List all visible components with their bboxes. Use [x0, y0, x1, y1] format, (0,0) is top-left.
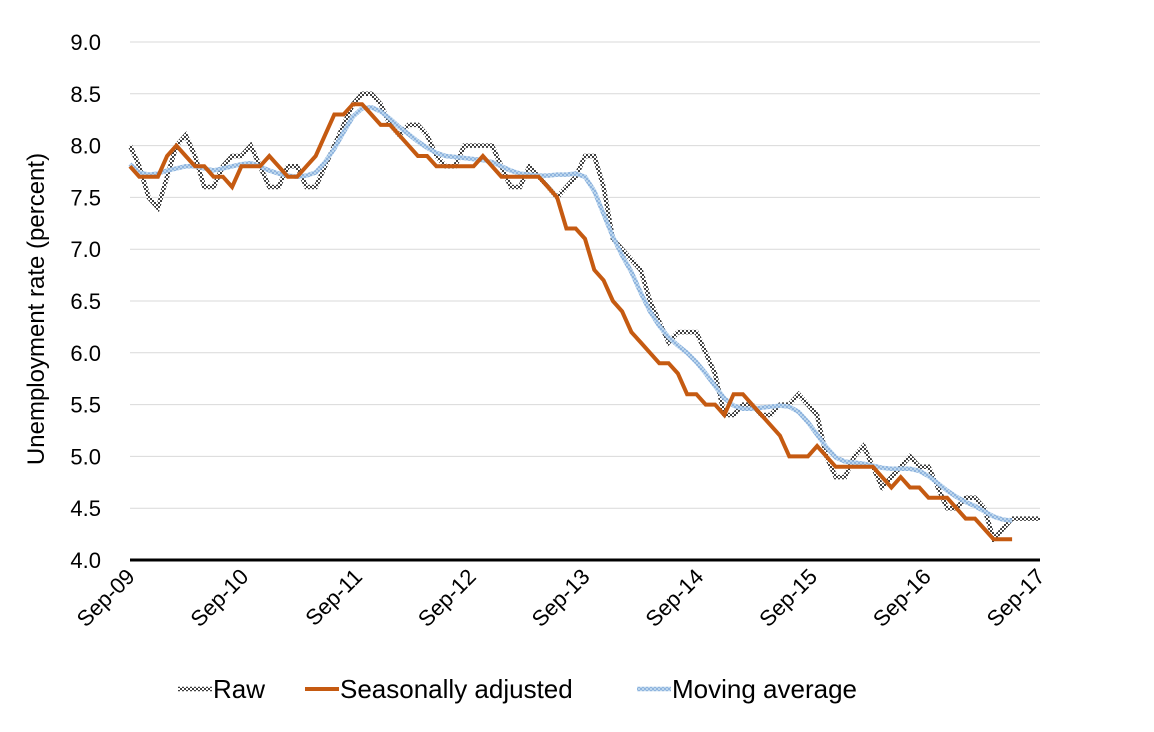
x-tick-label: Sep-10: [185, 564, 253, 632]
legend-label-moving-average: Moving average: [672, 674, 857, 704]
y-axis-title: Unemployment rate (percent): [23, 153, 50, 465]
moving-average-series-line: [128, 104, 1013, 523]
x-tick-label: Sep-09: [72, 564, 140, 632]
y-tick-label: 6.5: [70, 289, 101, 314]
y-tick-label: 7.5: [70, 185, 101, 210]
y-tick-label: 6.0: [70, 341, 101, 366]
y-axis-tick-labels: 4.0 4.5 5.0 5.5 6.0 6.5 7.0 7.5 8.0 8.5 9.0: [70, 30, 101, 573]
legend-label-seasonally-adjusted: Seasonally adjusted: [340, 674, 573, 704]
seasonally-adjusted-series-line: [128, 102, 1013, 542]
series-lines: [127, 91, 1040, 544]
x-tick-label: Sep-16: [868, 564, 936, 632]
x-tick-label: Sep-14: [640, 564, 708, 632]
y-tick-label: 8.0: [70, 134, 101, 159]
x-tick-label: Sep-12: [413, 564, 481, 632]
x-tick-label: Sep-13: [527, 564, 595, 632]
x-tick-label: Sep-11: [300, 564, 367, 631]
legend-label-raw: Raw: [213, 674, 265, 704]
x-tick-label: Sep-17: [982, 564, 1050, 632]
x-tick-label: Sep-15: [754, 564, 822, 632]
y-tick-label: 5.0: [70, 444, 101, 469]
y-tick-label: 7.0: [70, 237, 101, 262]
y-tick-label: 9.0: [70, 30, 101, 55]
raw-series-line: [127, 91, 1040, 544]
x-axis-tick-labels: Sep-09 Sep-10 Sep-11 Sep-12 Sep-13 Sep-14 Sep-…: [72, 564, 1050, 632]
y-tick-label: 5.5: [70, 393, 101, 418]
y-tick-label: 4.5: [70, 496, 101, 521]
y-tick-label: 8.5: [70, 82, 101, 107]
gridlines: [130, 41, 1040, 509]
y-tick-label: 4.0: [70, 548, 101, 573]
legend: Raw Seasonally adjusted Moving average: [178, 674, 857, 704]
